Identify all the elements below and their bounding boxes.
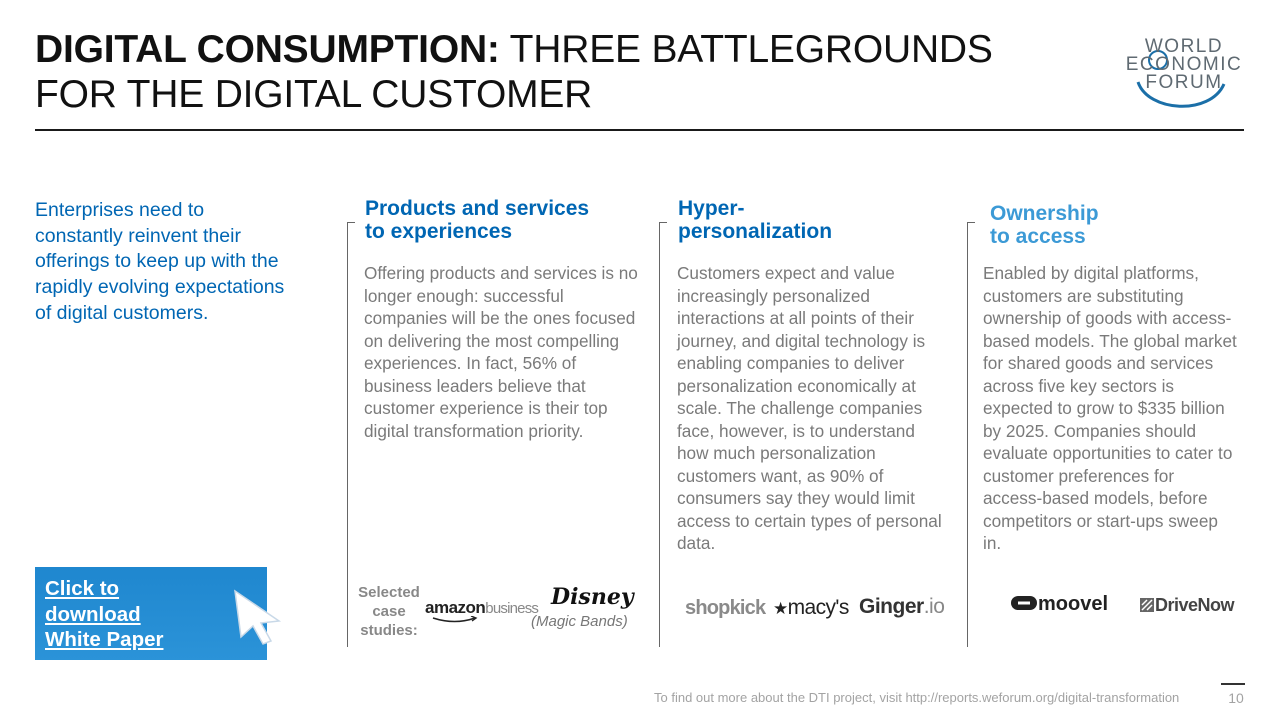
logo-line2: ECONOMIC — [1125, 54, 1243, 75]
column-2-heading-line2: personalization — [678, 220, 833, 243]
column-3-heading-line2: to access — [990, 225, 1086, 248]
shopkick-logo: shopkick — [685, 597, 766, 619]
ginger-suffix: .io — [923, 595, 945, 618]
column-1-heading: Products and services to experiences — [365, 197, 589, 243]
title-line2: FOR THE DIGITAL CUSTOMER — [35, 73, 593, 116]
title-line1: THREE BATTLEGROUNDS — [509, 28, 993, 71]
moovel-mark-icon — [1011, 596, 1037, 610]
amazon-smile-icon — [432, 616, 478, 623]
column-1-heading-line2: to experiences — [365, 220, 513, 243]
column-1-bracket — [346, 222, 355, 647]
page-number: 10 — [1228, 690, 1244, 706]
disney-logo: Disney — [551, 584, 634, 610]
cursor-arrow-icon — [234, 589, 282, 645]
amazon-wordmark: amazon — [425, 598, 486, 617]
moovel-logo: moovel — [1010, 593, 1108, 616]
download-label-line1: Click to — [45, 577, 120, 600]
case-studies-label-line3: studies: — [360, 622, 418, 639]
ginger-wordmark: Ginger — [859, 595, 924, 618]
macys-star-icon: ★ — [773, 599, 788, 618]
drivenow-mark-icon — [1140, 598, 1154, 612]
logo-line1: WORLD — [1144, 36, 1224, 57]
logo-line3: FORUM — [1145, 72, 1223, 93]
column-3-body: Enabled by digital platforms, customers … — [983, 263, 1237, 553]
page-number-rule — [1221, 683, 1245, 685]
column-1-body: Offering products and services is no lon… — [364, 263, 638, 441]
download-label-line2: download — [45, 602, 141, 626]
amazon-business-suffix: business — [485, 600, 539, 617]
footer-note: To find out more about the DTI project, … — [654, 690, 1180, 705]
column-3-heading-line1: Ownership — [990, 202, 1099, 225]
title-divider — [35, 129, 1244, 131]
column-2-heading: Hyper- personalization — [678, 197, 832, 243]
intro-text: Enterprises need to constantly reinvent … — [35, 199, 285, 324]
case-studies-label-line1: Selected — [358, 584, 420, 601]
column-1-heading-line1: Products and services — [365, 197, 590, 220]
amazon-business-logo: amazonbusiness — [425, 598, 539, 623]
moovel-wordmark: moovel — [1038, 593, 1109, 615]
macys-logo: ★macy's — [773, 596, 849, 620]
drivenow-wordmark: DriveNow — [1155, 595, 1235, 615]
download-label[interactable]: Click to download White Paper — [45, 576, 195, 653]
ginger-io-logo: Ginger.io — [859, 595, 945, 619]
macys-wordmark: macy's — [787, 596, 850, 619]
disney-caption: (Magic Bands) — [531, 613, 628, 630]
download-label-line3: White Paper — [45, 628, 164, 651]
drivenow-logo: DriveNow — [1139, 595, 1235, 616]
case-studies-label-line2: case — [372, 603, 406, 620]
column-2-heading-line1: Hyper- — [678, 197, 745, 220]
wef-logo: WORLD ECONOMIC FORUM — [1118, 34, 1250, 114]
column-2-bracket — [658, 222, 667, 647]
page-title: DIGITAL CONSUMPTION: THREE BATTLEGROUNDS… — [35, 27, 1075, 117]
download-white-paper-button[interactable]: Click to download White Paper — [35, 567, 282, 660]
column-3-bracket — [966, 222, 975, 647]
wef-arc-icon — [1136, 50, 1226, 108]
column-3-heading: Ownership to access — [990, 202, 1099, 248]
column-2-body: Customers expect and value increasingly … — [677, 263, 942, 553]
case-studies-label: Selected case studies: — [351, 583, 427, 640]
title-bold: DIGITAL CONSUMPTION: — [35, 28, 500, 71]
